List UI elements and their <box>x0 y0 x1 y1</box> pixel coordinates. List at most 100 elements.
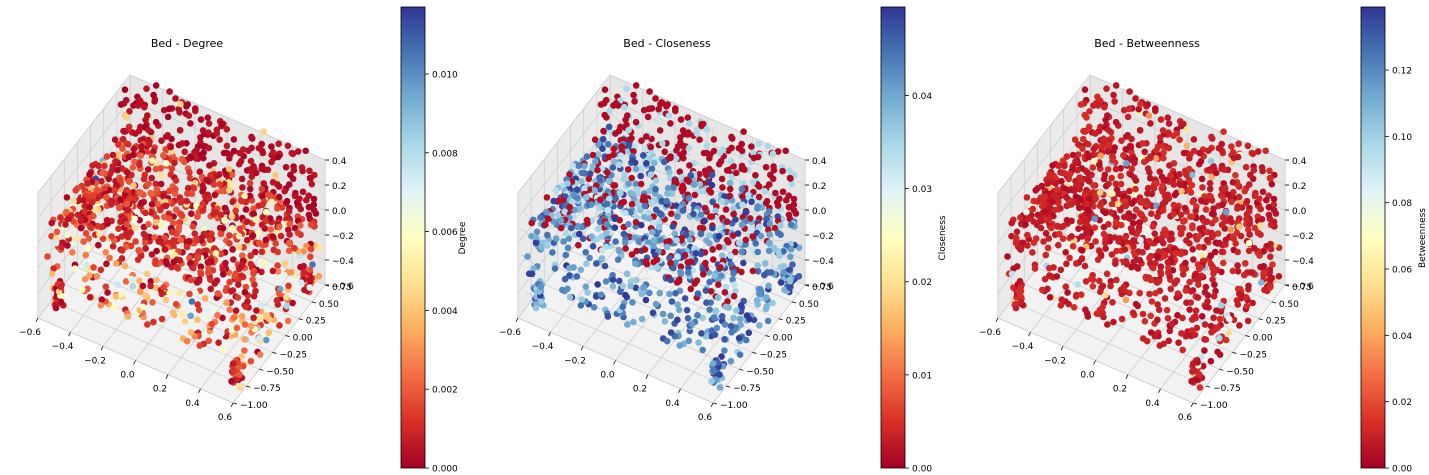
data-point <box>1247 171 1254 179</box>
data-point <box>734 230 742 237</box>
y-tick <box>232 402 238 405</box>
data-point <box>605 177 612 185</box>
data-point <box>694 312 701 319</box>
data-point <box>1170 210 1177 218</box>
data-point <box>53 228 61 236</box>
data-point <box>610 182 617 189</box>
y-tick-label: −0.75 <box>733 384 761 394</box>
data-point <box>653 264 661 271</box>
data-point <box>282 260 289 267</box>
data-point <box>239 252 246 259</box>
data-point <box>625 126 632 134</box>
data-point <box>1212 216 1219 223</box>
data-point <box>1242 260 1249 267</box>
data-point <box>1229 149 1237 156</box>
data-point <box>1144 190 1151 197</box>
data-point <box>1243 302 1251 310</box>
data-point <box>1152 155 1160 162</box>
data-point <box>233 376 240 383</box>
data-point <box>1236 290 1243 298</box>
x-tick <box>68 331 71 337</box>
data-point <box>679 182 686 190</box>
y-tick-label: −0.25 <box>279 350 307 360</box>
data-point <box>677 116 685 123</box>
data-point <box>106 254 113 262</box>
data-point <box>722 303 730 311</box>
data-point <box>716 384 724 391</box>
data-point <box>634 200 641 208</box>
data-point <box>620 175 628 183</box>
data-point <box>1265 211 1273 219</box>
data-point <box>1235 223 1243 231</box>
data-point <box>187 120 194 127</box>
data-point <box>1166 236 1174 243</box>
data-point <box>1154 253 1161 260</box>
data-point <box>749 179 757 186</box>
data-point <box>566 272 573 279</box>
data-point <box>617 288 624 296</box>
data-point <box>1030 218 1037 225</box>
data-point <box>1070 304 1078 311</box>
data-point <box>726 192 733 200</box>
data-point <box>790 195 798 203</box>
data-point <box>1210 205 1217 212</box>
data-point <box>272 172 279 179</box>
data-point <box>701 204 709 212</box>
data-point <box>152 284 160 292</box>
data-point <box>1254 229 1262 237</box>
data-point <box>1270 206 1278 214</box>
data-point <box>71 265 79 272</box>
data-point <box>716 371 723 379</box>
data-point <box>141 239 149 247</box>
data-point <box>199 127 207 134</box>
data-point <box>787 245 795 253</box>
data-point <box>114 166 121 174</box>
data-point <box>147 278 155 285</box>
data-point <box>223 126 231 133</box>
data-point <box>677 263 685 271</box>
data-point <box>1090 189 1097 196</box>
data-point <box>186 169 193 176</box>
y-tick-label: −0.25 <box>759 350 787 360</box>
data-point <box>248 135 256 142</box>
data-point <box>1170 181 1178 188</box>
data-point <box>1186 278 1193 286</box>
data-point <box>735 334 743 342</box>
data-point <box>131 215 139 223</box>
data-point <box>701 217 708 224</box>
data-point <box>286 231 293 238</box>
data-point <box>561 208 568 215</box>
data-point <box>1122 296 1130 304</box>
data-point <box>132 130 139 137</box>
data-point <box>221 217 228 224</box>
data-point <box>1063 216 1071 224</box>
data-point <box>780 262 787 270</box>
data-point <box>669 223 677 230</box>
data-point <box>578 296 586 303</box>
data-point <box>742 336 750 344</box>
data-point <box>1117 172 1124 180</box>
data-point <box>283 302 291 310</box>
data-point <box>577 266 585 274</box>
point-layer <box>44 82 323 391</box>
data-point <box>110 304 118 311</box>
data-point <box>1057 266 1065 274</box>
data-point <box>667 312 674 320</box>
data-point <box>1201 193 1208 200</box>
data-point <box>717 264 724 271</box>
data-point <box>216 136 223 143</box>
data-point <box>728 173 736 180</box>
data-point <box>697 250 705 258</box>
x-tick <box>1060 346 1064 351</box>
data-point <box>166 289 173 297</box>
data-point <box>177 236 184 244</box>
data-point <box>147 189 154 197</box>
colorbar-tick-label: 0.01 <box>912 371 932 381</box>
data-point <box>1194 294 1202 301</box>
data-point <box>1159 142 1167 150</box>
data-point <box>1189 198 1196 206</box>
data-point <box>1066 170 1074 178</box>
data-point <box>1266 174 1274 182</box>
data-point <box>289 150 297 158</box>
data-point <box>101 162 108 170</box>
